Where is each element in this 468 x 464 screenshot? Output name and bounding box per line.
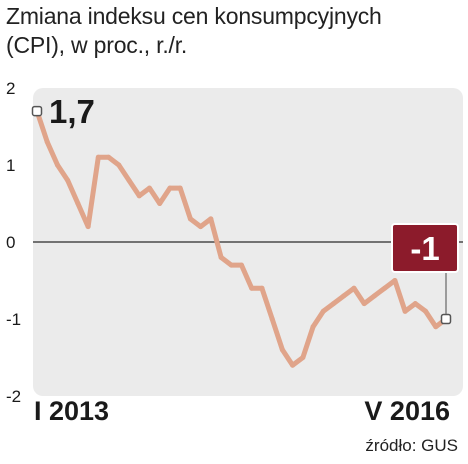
data-point: III 2015: -1.5 (300, 355, 306, 360)
chart-title-line2: (CPI), w proc., r./r. (6, 32, 188, 58)
data-point: II 2016: -0.8 (412, 301, 418, 307)
data-point: IV 2013: 0.8 (65, 177, 71, 183)
data-point: IV 2016: -1.1 (433, 324, 439, 330)
data-point: III 2016: -0.9 (423, 308, 429, 314)
y-tick-label: 1 (6, 156, 15, 175)
data-point: VII 2015: -0.7 (341, 293, 347, 299)
y-tick-label: 0 (6, 233, 15, 252)
end-point-marker (440, 313, 452, 325)
data-point: I 2014: 0.5 (157, 201, 163, 206)
data-point: I 2016: -0.9 (402, 308, 408, 314)
chart-title-line1: Zmiana indeksu cen konsumpcyjnych (6, 3, 382, 29)
data-point: V 2013: 0.5 (75, 201, 81, 206)
source-note: źródło: GUS (365, 436, 458, 455)
data-point: VIII 2015: -0.6 (351, 285, 357, 291)
data-point: IV 2015: -1.1 (310, 324, 316, 330)
end-value-label: -1 (410, 230, 439, 267)
data-point: X 2014: -0.6 (249, 285, 255, 291)
data-point: VI 2013: 0.2 (85, 224, 91, 230)
data-point: XI 2013: 0.6 (136, 193, 142, 199)
data-point: III 2013: 1 (54, 162, 60, 168)
chart-title: Zmiana indeksu cen konsumpcyjnych (CPI),… (6, 2, 462, 60)
data-point: X 2013: 0.8 (126, 177, 132, 183)
data-point: VI 2014: 0.3 (208, 216, 214, 222)
data-point: V 2015: -0.9 (320, 308, 326, 314)
data-point: II 2013: 1.3 (44, 139, 50, 145)
x-axis-end-label: V 2016 (364, 396, 450, 426)
data-point: II 2014: 0.7 (167, 185, 173, 191)
data-point: III 2014: 0.7 (177, 185, 183, 191)
data-point: VIII 2014: -0.3 (228, 262, 234, 268)
data-point: XI 2014: -0.6 (259, 285, 265, 291)
x-axis-start-label: I 2013 (34, 396, 109, 426)
data-point: XII 2014: -1 (269, 316, 275, 322)
y-tick-label: 2 (6, 79, 15, 98)
y-axis-ticks: 2 1 0 -1 -2 (6, 79, 21, 406)
data-point: V 2014: 0.2 (198, 224, 204, 230)
data-point: IV 2014: 0.3 (187, 216, 193, 222)
y-tick-label: -1 (6, 310, 21, 329)
data-point: X 2015: -0.7 (371, 293, 377, 299)
data-point: IX 2014: -0.3 (239, 262, 244, 268)
data-point: IX 2015: -0.8 (361, 301, 367, 307)
start-point-marker (31, 105, 43, 117)
y-tick-label: -2 (6, 387, 21, 406)
start-value-label: 1,7 (49, 93, 95, 130)
data-point: VII 2013: 1.1 (95, 154, 101, 160)
data-point: IX 2013: 1 (116, 162, 122, 168)
data-point: VIII 2013: 1.1 (106, 154, 112, 160)
data-point: II 2015: -1.6 (290, 362, 296, 368)
data-point: I 2015: -1.4 (279, 347, 285, 353)
data-point: VI 2015: -0.8 (331, 301, 337, 307)
data-point: XII 2013: 0.7 (146, 185, 152, 191)
data-point: XI 2015: -0.6 (382, 285, 388, 291)
end-value-badge (391, 223, 459, 273)
data-point: XII 2015: -0.5 (392, 278, 398, 283)
data-point: VII 2014: -0.2 (218, 254, 224, 260)
